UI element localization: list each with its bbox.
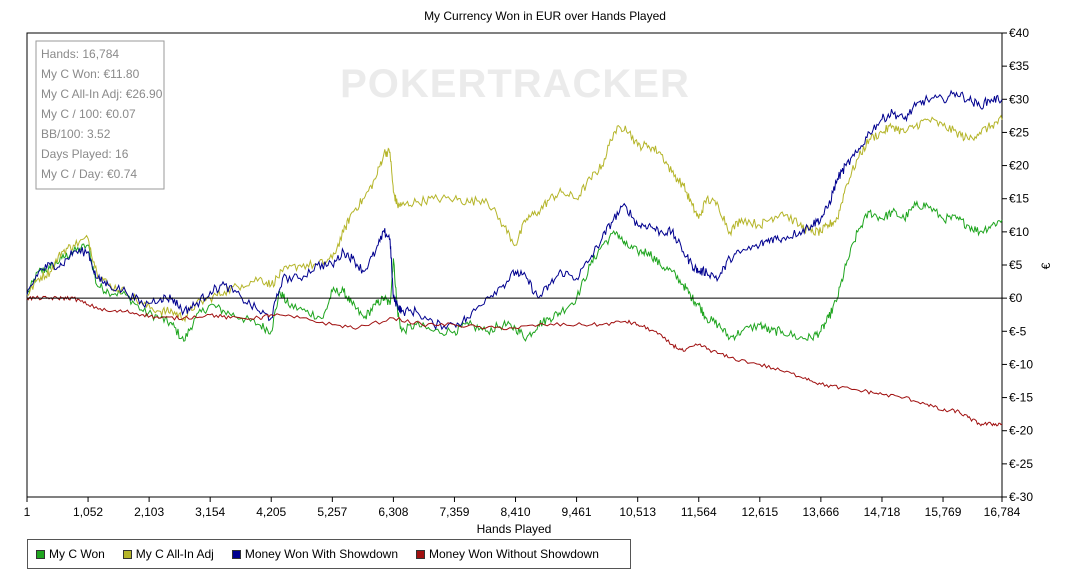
x-axis: 1 1,052 2,103 3,154 4,205 5,257 6,308 7,359 8,41… — [24, 497, 1021, 519]
y-tick-label: €-30 — [1009, 490, 1033, 504]
legend-swatch — [231, 549, 241, 559]
watermark-text: POKERTRACKER — [340, 62, 690, 106]
legend-item-my-c-won: My C Won — [36, 547, 105, 561]
x-tick-label: 2,103 — [134, 505, 164, 519]
y-tick-label: €25 — [1009, 125, 1029, 139]
legend-label: My C All-In Adj — [135, 547, 214, 561]
y-tick-label: €-10 — [1009, 357, 1033, 371]
x-tick-label: 8,410 — [501, 505, 531, 519]
series-group — [26, 89, 1003, 427]
stats-line: My C All-In Adj: €26.90 — [41, 87, 163, 101]
stats-line: Days Played: 16 — [41, 147, 129, 161]
x-tick-label: 1 — [24, 505, 31, 519]
legend-label: Money Won Without Showdown — [429, 547, 599, 561]
series-line — [26, 295, 1003, 427]
x-tick-label: 14,718 — [864, 505, 901, 519]
legend-item-all-in-adj: My C All-In Adj — [122, 547, 214, 561]
x-tick-label: 10,513 — [619, 505, 656, 519]
x-tick-label: 1,052 — [73, 505, 103, 519]
y-tick-label: €-15 — [1009, 391, 1033, 405]
x-tick-label: 12,615 — [741, 505, 778, 519]
x-tick-label: 7,359 — [439, 505, 469, 519]
x-tick-label: 3,154 — [195, 505, 225, 519]
x-axis-label: Hands Played — [477, 522, 552, 536]
x-tick-label: 5,257 — [317, 505, 347, 519]
x-tick-label: 11,564 — [681, 505, 717, 519]
watermark: POKERTRACKER — [340, 62, 690, 106]
y-tick-label: €15 — [1009, 192, 1029, 206]
x-tick-label: 6,308 — [378, 505, 408, 519]
y-tick-label: €-20 — [1009, 424, 1033, 438]
legend-swatch — [416, 549, 426, 559]
y-tick-label: €35 — [1009, 59, 1029, 73]
x-tick-label: 9,461 — [562, 505, 592, 519]
y-axis: €40 €35 €30 €25 €20 €15 €10 €5 €0 €-5 €-10 €-15 €-20… — [1002, 26, 1033, 504]
series-line — [26, 89, 1003, 331]
y-tick-label: €0 — [1009, 291, 1023, 305]
y-tick-label: €5 — [1009, 258, 1023, 272]
y-tick-label: €20 — [1009, 159, 1029, 173]
stats-line: My C / 100: €0.07 — [41, 107, 136, 121]
x-tick-label: 13,666 — [803, 505, 840, 519]
legend-label: Money Won With Showdown — [244, 547, 399, 561]
y-tick-label: €-25 — [1009, 457, 1033, 471]
y-axis-label: € — [1039, 262, 1053, 269]
legend-item-with-showdown: Money Won With Showdown — [231, 547, 399, 561]
stats-box: Hands: 16,784 My C Won: €11.80 My C All-… — [35, 40, 165, 190]
stats-line: My C / Day: €0.74 — [41, 167, 137, 181]
x-tick-label: 16,784 — [984, 505, 1021, 519]
y-tick-label: €30 — [1009, 92, 1029, 106]
legend-label: My C Won — [49, 547, 105, 561]
series-line — [26, 114, 1003, 323]
legend-swatch — [36, 549, 45, 559]
series-line — [26, 199, 1003, 342]
legend: My C Won My C All-In Adj Money Won With … — [27, 539, 631, 569]
stats-line: BB/100: 3.52 — [41, 127, 111, 141]
stats-line: Hands: 16,784 — [41, 47, 119, 61]
chart-title: My Currency Won in EUR over Hands Played — [424, 9, 666, 23]
legend-swatch — [122, 549, 132, 559]
legend-item-without-showdown: Money Won Without Showdown — [416, 547, 599, 561]
y-tick-label: €40 — [1009, 26, 1029, 40]
y-tick-label: €-5 — [1009, 324, 1027, 338]
stats-line: My C Won: €11.80 — [41, 67, 140, 81]
x-tick-label: 15,769 — [925, 505, 962, 519]
x-tick-label: 4,205 — [256, 505, 286, 519]
y-tick-label: €10 — [1009, 225, 1029, 239]
